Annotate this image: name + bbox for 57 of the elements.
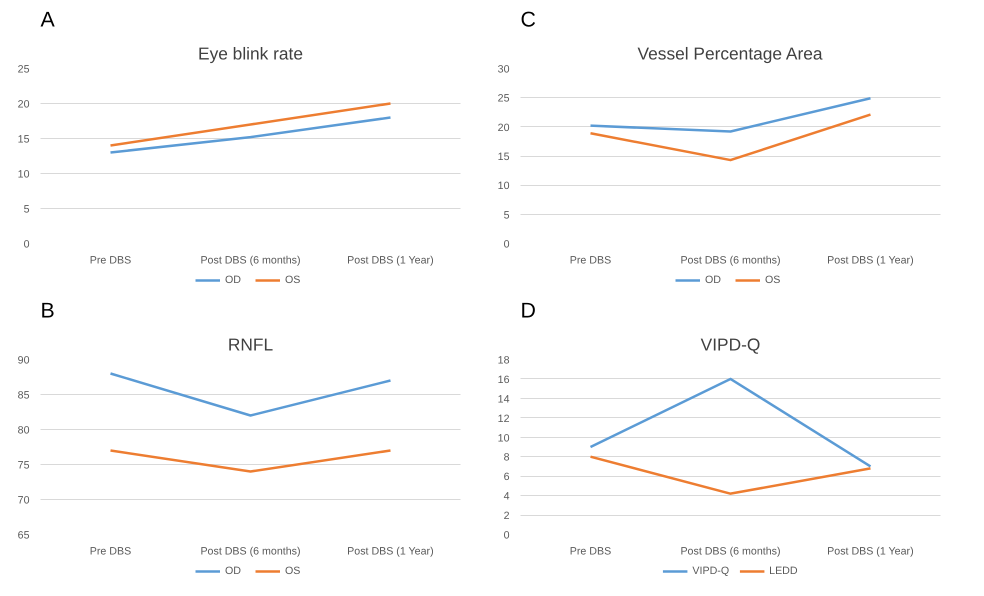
x-tick-label: Pre DBS xyxy=(90,254,132,266)
chart-title: Eye blink rate xyxy=(198,44,303,64)
y-tick-label: 10 xyxy=(18,168,30,180)
x-tick-label: Pre DBS xyxy=(90,546,132,558)
y-tick-label: 70 xyxy=(18,494,30,506)
x-tick-label: Post DBS (6 months) xyxy=(200,546,301,558)
y-tick-label: 25 xyxy=(18,64,30,76)
y-tick-label: 20 xyxy=(498,122,510,134)
y-tick-label: 14 xyxy=(498,393,510,406)
y-tick-label: 10 xyxy=(498,432,510,444)
x-tick-label: Pre DBS xyxy=(570,254,612,266)
y-tick-label: 80 xyxy=(18,424,30,436)
legend-label: OD xyxy=(225,274,242,286)
x-tick-label: Post DBS (6 months) xyxy=(680,546,781,558)
y-tick-label: 4 xyxy=(504,490,510,503)
y-tick-label: 85 xyxy=(18,390,30,402)
text: C xyxy=(520,8,536,32)
chart-title: VIPD-Q xyxy=(700,334,760,354)
y-tick-label: 16 xyxy=(498,374,510,386)
y-tick-label: 12 xyxy=(498,412,510,425)
x-tick-label: Post DBS (1 Year) xyxy=(347,254,434,266)
legend-label: OS xyxy=(765,274,782,286)
text: D xyxy=(520,298,536,322)
y-tick-label: 0 xyxy=(504,530,510,542)
y-tick-label: 5 xyxy=(504,209,510,222)
legend-label: OD xyxy=(225,565,242,577)
chart-title: RNFL xyxy=(228,334,274,354)
y-tick-label: 2 xyxy=(504,510,510,522)
y-tick-label: 20 xyxy=(18,98,30,110)
y-tick-label: 90 xyxy=(18,354,30,366)
x-tick-label: Post DBS (1 Year) xyxy=(347,546,434,558)
x-tick-label: Post DBS (6 months) xyxy=(200,254,301,266)
y-tick-label: 25 xyxy=(498,92,510,105)
legend-label: OS xyxy=(285,565,302,577)
x-tick-label: Post DBS (6 months) xyxy=(680,254,781,266)
y-tick-label: 15 xyxy=(18,134,30,146)
y-tick-label: 65 xyxy=(18,530,30,542)
y-tick-label: 10 xyxy=(498,180,510,192)
y-tick-label: 5 xyxy=(24,204,30,216)
legend-label: LEDD xyxy=(769,565,798,577)
x-tick-label: Pre DBS xyxy=(570,546,612,558)
y-tick-label: 0 xyxy=(24,238,30,250)
y-tick-label: 0 xyxy=(504,238,510,250)
y-tick-label: 6 xyxy=(504,471,510,484)
y-tick-label: 75 xyxy=(18,460,30,472)
x-tick-label: Post DBS (1 Year) xyxy=(827,546,914,558)
legend-label: OS xyxy=(285,274,302,286)
x-tick-label: Post DBS (1 Year) xyxy=(827,254,914,266)
y-tick-label: 8 xyxy=(504,452,510,464)
text: A xyxy=(40,8,56,32)
text: B xyxy=(40,298,55,322)
chart-title: Vessel Percentage Area xyxy=(638,44,823,64)
legend-label: OD xyxy=(705,274,722,286)
legend-label: VIPD-Q xyxy=(692,565,730,577)
y-tick-label: 18 xyxy=(498,354,510,366)
y-tick-label: 30 xyxy=(498,64,510,76)
y-tick-label: 15 xyxy=(498,151,510,163)
